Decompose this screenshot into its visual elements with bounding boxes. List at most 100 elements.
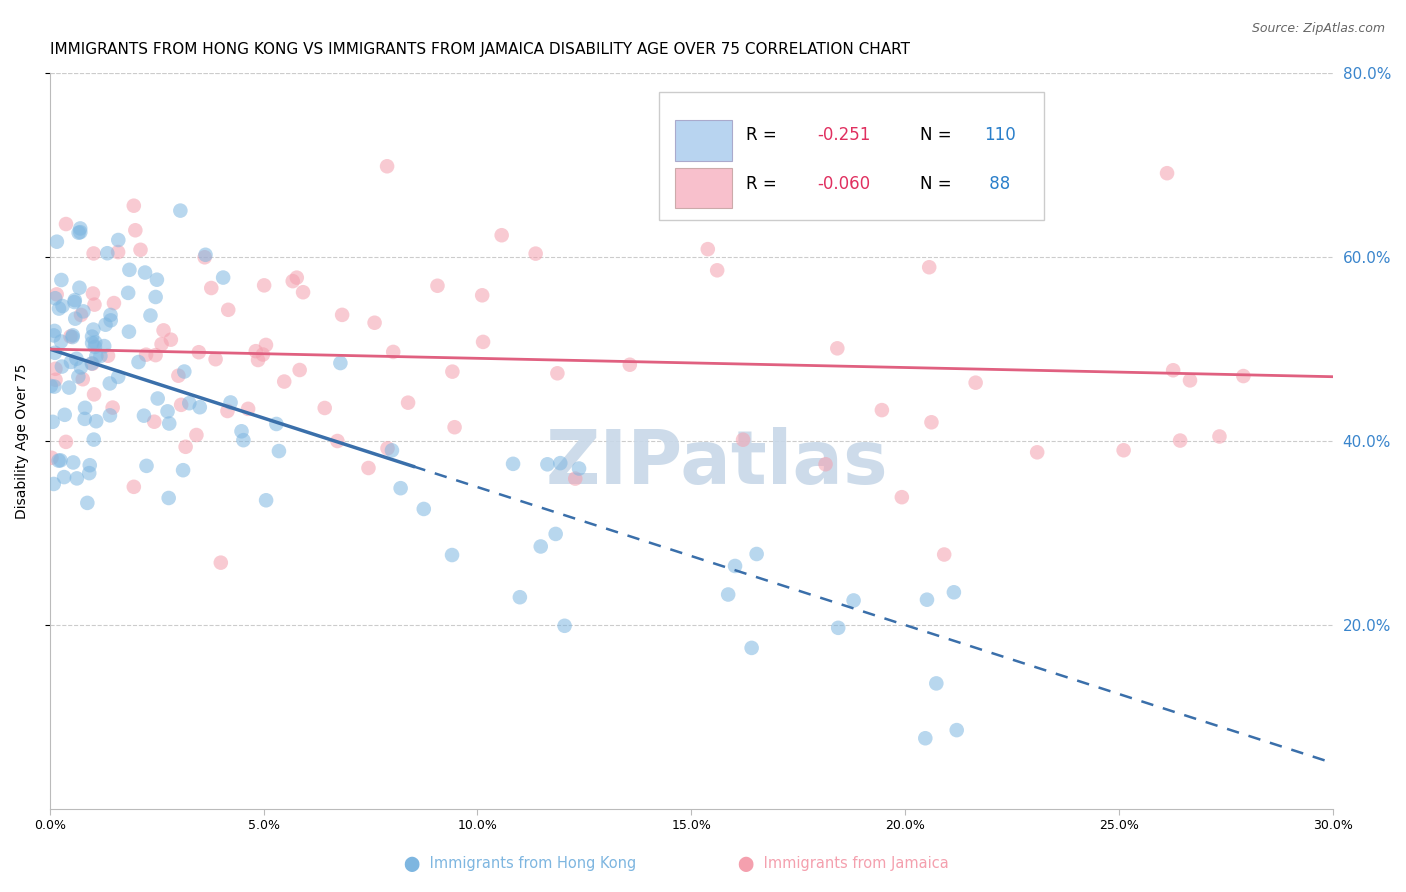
- Point: [426, 278, 449, 293]
- Point: [254, 493, 277, 508]
- Point: [814, 457, 837, 471]
- Point: [63, 293, 86, 307]
- Point: [118, 325, 141, 339]
- Point: [915, 592, 938, 607]
- Point: [156, 404, 179, 418]
- Point: [329, 356, 352, 370]
- Point: [97, 349, 120, 363]
- Point: [745, 547, 768, 561]
- Point: [231, 424, 253, 438]
- Point: [44, 379, 66, 393]
- Point: [160, 333, 183, 347]
- Point: [217, 404, 239, 418]
- Point: [98, 376, 121, 391]
- Point: [381, 443, 404, 458]
- Point: [217, 302, 239, 317]
- Point: [44, 373, 66, 387]
- Point: [212, 270, 235, 285]
- Point: [65, 311, 87, 326]
- Text: -0.251: -0.251: [817, 127, 870, 145]
- Point: [170, 398, 193, 412]
- Point: [157, 417, 180, 431]
- Point: [717, 587, 740, 601]
- Point: [472, 334, 495, 349]
- Point: [51, 299, 73, 313]
- Point: [59, 355, 82, 369]
- Point: [82, 336, 104, 351]
- Point: [292, 285, 315, 300]
- Point: [724, 558, 747, 573]
- Point: [76, 496, 98, 510]
- FancyBboxPatch shape: [659, 92, 1045, 220]
- Point: [84, 335, 107, 350]
- Text: 88: 88: [984, 176, 1010, 194]
- Point: [200, 281, 222, 295]
- Point: [412, 502, 434, 516]
- Point: [502, 457, 524, 471]
- Point: [150, 337, 173, 351]
- Text: ⬤  Immigrants from Jamaica: ⬤ Immigrants from Jamaica: [738, 856, 949, 872]
- Point: [920, 415, 942, 429]
- Text: N =: N =: [920, 127, 956, 145]
- Point: [1161, 363, 1184, 377]
- Point: [389, 481, 412, 495]
- Point: [70, 360, 93, 375]
- Point: [84, 340, 107, 354]
- Point: [548, 456, 571, 470]
- Point: [530, 540, 553, 554]
- Point: [62, 330, 84, 344]
- Point: [918, 260, 941, 275]
- Point: [83, 433, 105, 447]
- Point: [524, 246, 547, 260]
- Point: [100, 308, 122, 322]
- Point: [194, 248, 217, 262]
- Point: [62, 328, 84, 343]
- Point: [870, 403, 893, 417]
- Point: [122, 480, 145, 494]
- Point: [124, 223, 146, 237]
- Point: [152, 323, 174, 337]
- Point: [83, 246, 105, 260]
- Point: [186, 428, 208, 442]
- Point: [441, 548, 464, 562]
- Point: [72, 372, 94, 386]
- Point: [619, 358, 641, 372]
- Point: [377, 442, 399, 456]
- Point: [45, 287, 67, 301]
- Point: [41, 450, 63, 465]
- Point: [65, 351, 87, 366]
- Point: [544, 527, 567, 541]
- Point: [117, 285, 139, 300]
- Point: [86, 349, 108, 363]
- Point: [1156, 166, 1178, 180]
- Point: [44, 324, 66, 338]
- Point: [169, 203, 191, 218]
- Point: [890, 490, 912, 504]
- Point: [48, 453, 70, 467]
- Point: [1232, 369, 1254, 384]
- Point: [73, 401, 96, 415]
- Point: [103, 296, 125, 310]
- Point: [219, 395, 242, 409]
- Text: Source: ZipAtlas.com: Source: ZipAtlas.com: [1251, 22, 1385, 36]
- Point: [83, 387, 105, 401]
- Point: [55, 434, 77, 449]
- Point: [44, 346, 66, 360]
- Point: [49, 334, 72, 349]
- Y-axis label: Disability Age Over 75: Disability Age Over 75: [15, 363, 30, 519]
- Point: [363, 316, 385, 330]
- Point: [143, 415, 166, 429]
- Text: ⬤  Immigrants from Hong Kong: ⬤ Immigrants from Hong Kong: [404, 856, 637, 872]
- Point: [146, 273, 169, 287]
- Point: [187, 345, 209, 359]
- Point: [51, 359, 73, 374]
- Text: -0.060: -0.060: [817, 176, 870, 194]
- Point: [49, 453, 72, 467]
- Point: [1178, 373, 1201, 387]
- Point: [375, 159, 398, 173]
- Point: [1208, 429, 1230, 443]
- Point: [245, 344, 267, 359]
- Point: [135, 348, 157, 362]
- Point: [84, 414, 107, 428]
- Point: [173, 365, 195, 379]
